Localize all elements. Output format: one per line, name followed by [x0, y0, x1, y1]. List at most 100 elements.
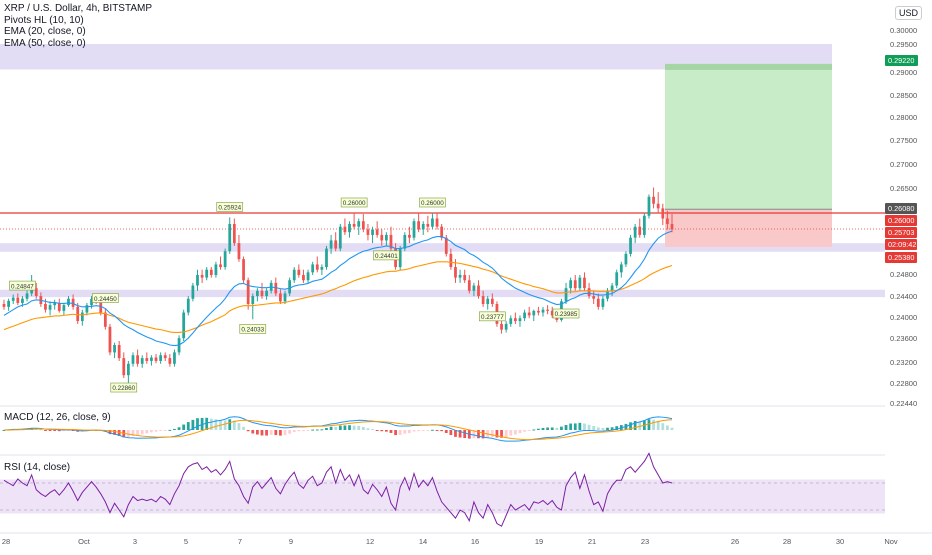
pivot-label-box: [373, 250, 400, 261]
candle-body: [113, 345, 116, 353]
currency-button[interactable]: USD: [894, 6, 922, 20]
candle-body: [325, 248, 328, 268]
pivot-label-text: 0.26000: [343, 200, 366, 207]
candle: [463, 269, 467, 283]
candle: [619, 261, 623, 278]
macd-histogram-bar: [398, 430, 402, 435]
ema-layer: [3, 230, 673, 347]
macd-histogram-bar: [587, 424, 591, 430]
candle-body: [329, 240, 333, 249]
macd-histogram-bar: [477, 430, 480, 439]
macd-histogram-bar: [348, 425, 351, 430]
price-tag-text: 02:09:42: [888, 240, 916, 249]
macd-histogram-bar: [408, 430, 411, 434]
candle-body: [279, 293, 282, 302]
candle: [389, 226, 393, 252]
price-tag: [885, 252, 917, 263]
candle: [260, 282, 264, 299]
candle: [209, 267, 213, 278]
candle: [186, 296, 190, 316]
candle: [274, 277, 278, 297]
candle-body: [587, 288, 591, 297]
legend-symbol[interactable]: XRP / U.S. Dollar, 4h, BITSTAMP: [4, 3, 153, 14]
stop-zone[interactable]: [665, 209, 832, 247]
pivot-label: 0.24847: [9, 280, 36, 291]
candle: [435, 213, 439, 230]
candle: [481, 290, 485, 307]
candle: [449, 248, 453, 270]
candle: [573, 274, 577, 291]
macd-histogram-bar: [265, 430, 268, 436]
target-zone[interactable]: [665, 63, 832, 210]
macd-histogram-bar: [357, 425, 361, 430]
candle: [145, 352, 149, 364]
candle: [578, 274, 582, 291]
macd-histogram-bar: [186, 422, 190, 430]
candle: [615, 269, 619, 289]
candle: [398, 245, 402, 270]
macd-histogram-bar: [150, 430, 153, 433]
candle-body: [186, 298, 190, 313]
candle: [583, 272, 586, 291]
candle: [279, 289, 282, 304]
zones-layer: [0, 44, 885, 298]
rsi-label[interactable]: RSI (14, close): [4, 462, 71, 473]
candle: [440, 223, 444, 241]
macd-histogram-bar: [638, 421, 642, 430]
candle: [219, 256, 222, 270]
price-tag-text: 0.26080: [888, 204, 914, 213]
legend-ema20[interactable]: EMA (20, close, 0): [4, 26, 86, 37]
candle: [182, 309, 186, 342]
time-axis: 28 Oct 3 5 7 9 12 14 16 19 21 23 26 28 30 Nov: [0, 532, 932, 546]
macd-label[interactable]: MACD (12, 26, close, 9): [4, 412, 111, 423]
macd-histogram-bar: [550, 427, 554, 430]
macd-histogram-bar: [440, 430, 444, 432]
time-tick-label: 14: [419, 537, 427, 546]
candle: [670, 214, 674, 233]
candle: [592, 290, 596, 304]
legend-pivots[interactable]: Pivots HL (10, 10): [4, 14, 84, 26]
candle-body: [159, 355, 163, 361]
candle: [108, 323, 112, 356]
candle-body: [352, 223, 356, 227]
candle: [214, 261, 218, 278]
price-tick-label: 0.24000: [890, 313, 917, 322]
candle: [223, 248, 227, 270]
time-tick-label: Nov: [884, 537, 898, 546]
candle-body: [200, 274, 204, 278]
candle-body: [421, 223, 425, 230]
macd-histogram-bar: [292, 430, 296, 432]
candle: [159, 352, 163, 364]
price-tag: [885, 215, 917, 226]
candle-body: [182, 312, 186, 339]
candle-body: [205, 269, 209, 278]
candle: [537, 306, 540, 316]
candle-body: [237, 243, 241, 260]
macd-histogram-bar: [311, 429, 315, 431]
pivot-label: 0.24450: [92, 293, 119, 303]
price-tick-label: 0.22800: [890, 379, 917, 388]
macd-histogram-bar: [564, 425, 568, 430]
macd-histogram-bar: [546, 427, 549, 430]
pivot-labels-layer: 0.24847 0.24450 0.22860 0.25924 0.24033 0.260…: [9, 197, 580, 393]
candle-body: [500, 323, 503, 330]
demand-zone-2: [0, 289, 885, 298]
macd-histogram-bar: [113, 430, 116, 435]
legend-ema50[interactable]: EMA (50, close, 0): [4, 37, 86, 49]
candle: [361, 214, 365, 233]
macd-histogram-bar: [412, 430, 416, 432]
candle: [624, 251, 628, 268]
macd-histogram-bar: [394, 430, 397, 436]
candle: [71, 294, 75, 310]
candle-body: [380, 234, 384, 241]
macd-histogram-bar: [53, 430, 57, 431]
candle: [315, 256, 319, 273]
price-tick-label: 0.23200: [890, 358, 917, 367]
macd-histogram-bar: [232, 420, 236, 430]
candles-layer: [2, 187, 674, 386]
candle-body: [76, 306, 80, 322]
candle-body: [62, 305, 66, 311]
macd-histogram-bar: [39, 429, 43, 431]
